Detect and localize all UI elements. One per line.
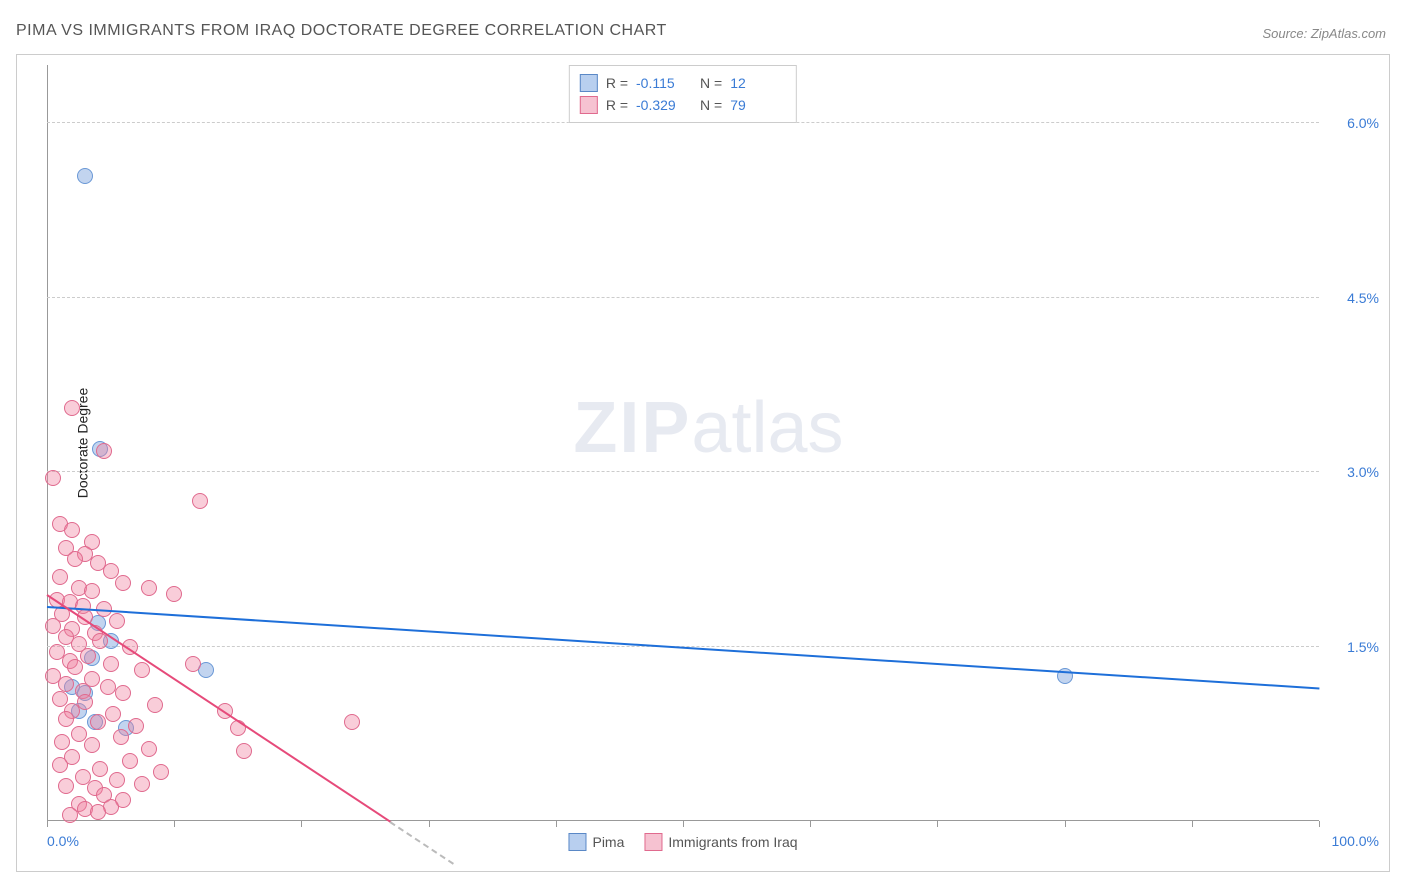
r-value-iraq: -0.329 (636, 97, 692, 113)
data-point-iraq (58, 778, 74, 794)
x-tick-mark (556, 821, 557, 827)
x-tick-mark (1065, 821, 1066, 827)
chart-title: PIMA VS IMMIGRANTS FROM IRAQ DOCTORATE D… (16, 22, 667, 40)
trend-dash-iraq (390, 821, 455, 865)
r-value-pima: -0.115 (636, 75, 692, 91)
data-point-iraq (109, 772, 125, 788)
x-tick-mark (937, 821, 938, 827)
source-label: Source: ZipAtlas.com (1262, 26, 1386, 41)
data-point-iraq (45, 470, 61, 486)
data-point-iraq (96, 443, 112, 459)
data-point-iraq (236, 743, 252, 759)
y-axis (47, 65, 48, 821)
gridline (47, 471, 1319, 472)
data-point-iraq (122, 753, 138, 769)
data-point-iraq (185, 656, 201, 672)
data-point-iraq (64, 400, 80, 416)
swatch-pima (580, 74, 598, 92)
legend-label-pima: Pima (592, 834, 624, 850)
x-tick-max: 100.0% (1332, 833, 1379, 849)
data-point-iraq (67, 659, 83, 675)
data-point-iraq (166, 586, 182, 602)
gridline (47, 297, 1319, 298)
data-point-iraq (64, 522, 80, 538)
data-point-iraq (113, 729, 129, 745)
y-tick-label: 3.0% (1347, 464, 1379, 480)
data-point-iraq (52, 569, 68, 585)
n-value-iraq: 79 (730, 97, 786, 113)
correlation-legend: R = -0.115 N = 12 R = -0.329 N = 79 (569, 65, 797, 123)
data-point-iraq (103, 656, 119, 672)
data-point-iraq (84, 583, 100, 599)
data-point-iraq (153, 764, 169, 780)
data-point-iraq (344, 714, 360, 730)
data-point-iraq (100, 679, 116, 695)
data-point-iraq (128, 718, 144, 734)
legend-item-iraq: Immigrants from Iraq (644, 833, 797, 851)
data-point-iraq (67, 551, 83, 567)
x-tick-mark (1192, 821, 1193, 827)
data-point-pima (77, 168, 93, 184)
swatch-pima (568, 833, 586, 851)
data-point-iraq (134, 662, 150, 678)
data-point-iraq (109, 613, 125, 629)
swatch-iraq (644, 833, 662, 851)
n-label: N = (700, 75, 722, 91)
data-point-iraq (147, 697, 163, 713)
data-point-iraq (58, 676, 74, 692)
legend-row-iraq: R = -0.329 N = 79 (580, 94, 786, 116)
data-point-iraq (80, 648, 96, 664)
watermark: ZIPatlas (573, 387, 843, 469)
data-point-iraq (58, 711, 74, 727)
data-point-iraq (141, 580, 157, 596)
swatch-iraq (580, 96, 598, 114)
n-value-pima: 12 (730, 75, 786, 91)
watermark-rest: atlas (691, 388, 843, 468)
data-point-iraq (90, 714, 106, 730)
data-point-iraq (90, 804, 106, 820)
y-tick-label: 6.0% (1347, 115, 1379, 131)
data-point-iraq (115, 575, 131, 591)
chart-frame: ZIPatlas Doctorate Degree 0.0% 100.0% R … (16, 54, 1390, 872)
data-point-iraq (134, 776, 150, 792)
data-point-iraq (105, 706, 121, 722)
legend-row-pima: R = -0.115 N = 12 (580, 72, 786, 94)
x-tick-mark (810, 821, 811, 827)
x-tick-min: 0.0% (47, 833, 79, 849)
y-tick-label: 1.5% (1347, 639, 1379, 655)
data-point-iraq (54, 734, 70, 750)
series-legend: Pima Immigrants from Iraq (568, 833, 797, 851)
legend-item-pima: Pima (568, 833, 624, 851)
r-label: R = (606, 97, 628, 113)
x-tick-mark (174, 821, 175, 827)
x-tick-mark (1319, 821, 1320, 827)
trend-line-pima (47, 606, 1319, 689)
x-tick-mark (683, 821, 684, 827)
data-point-iraq (92, 761, 108, 777)
legend-label-iraq: Immigrants from Iraq (668, 834, 797, 850)
r-label: R = (606, 75, 628, 91)
data-point-iraq (84, 737, 100, 753)
watermark-bold: ZIP (573, 388, 691, 468)
data-point-iraq (141, 741, 157, 757)
x-tick-mark (47, 821, 48, 827)
x-tick-mark (429, 821, 430, 827)
data-point-iraq (115, 685, 131, 701)
y-tick-label: 4.5% (1347, 290, 1379, 306)
data-point-iraq (192, 493, 208, 509)
x-tick-mark (301, 821, 302, 827)
data-point-iraq (62, 807, 78, 823)
n-label: N = (700, 97, 722, 113)
data-point-iraq (52, 757, 68, 773)
plot-area: ZIPatlas Doctorate Degree 0.0% 100.0% R … (47, 65, 1319, 821)
